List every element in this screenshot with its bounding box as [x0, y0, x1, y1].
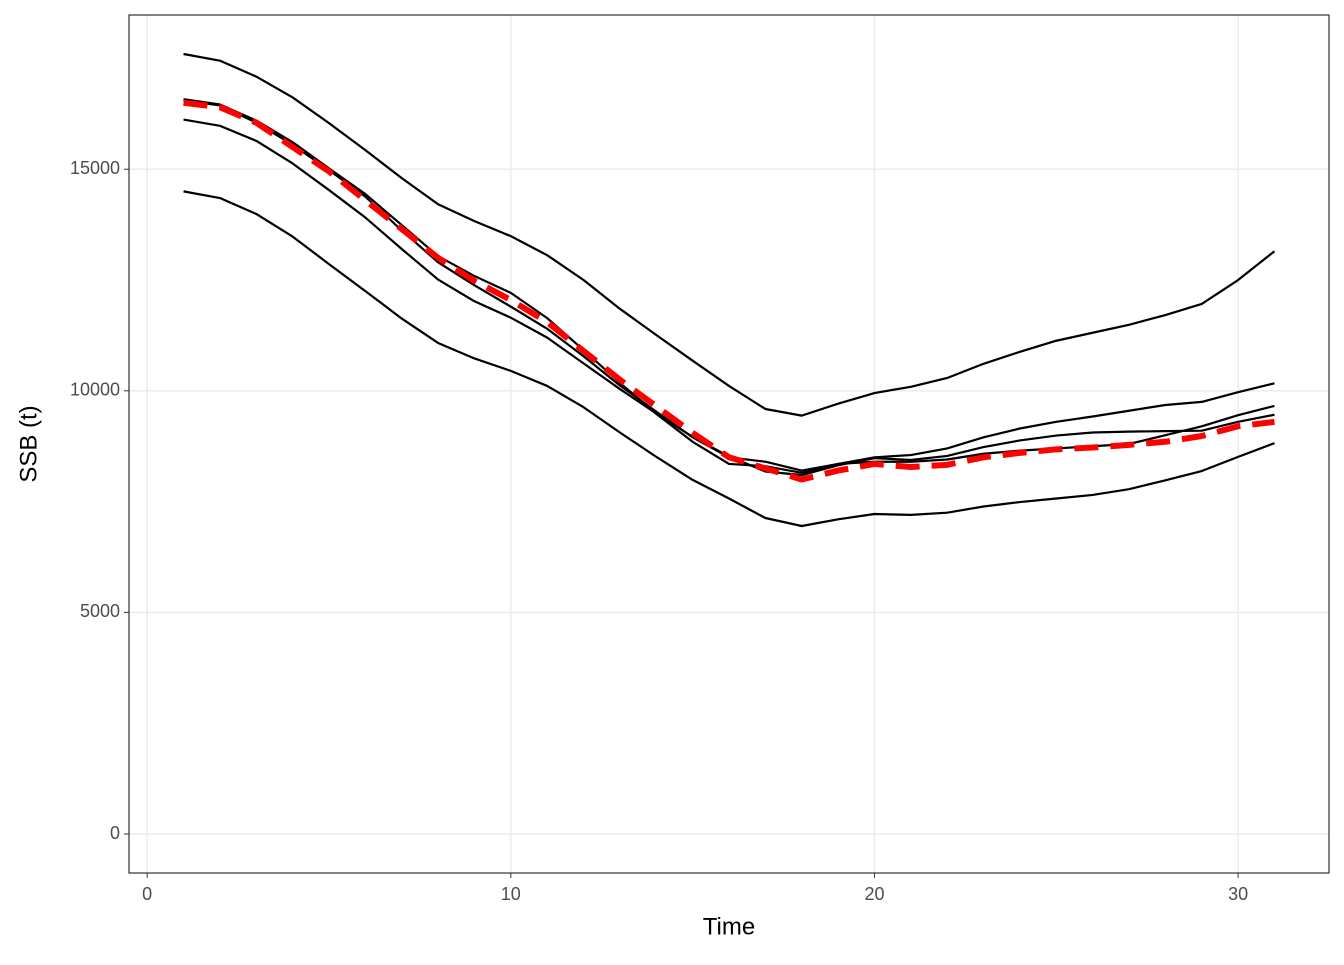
y-tick-label: 10000 [70, 380, 120, 400]
y-tick-label: 5000 [80, 601, 120, 621]
panel-border [128, 14, 1330, 874]
series-line [183, 190, 1275, 528]
y-tick-label: 15000 [70, 158, 120, 178]
x-tick-label: 10 [501, 884, 521, 904]
series-line [183, 52, 1276, 417]
y-axis-title: SSB (t) [15, 405, 42, 482]
x-tick-label: 0 [142, 884, 152, 904]
series-line [183, 118, 1275, 477]
y-tick-label: 0 [110, 823, 120, 843]
series-line [183, 98, 1275, 474]
series-line [183, 99, 1275, 483]
x-tick-label: 20 [864, 884, 884, 904]
series-line [183, 99, 1275, 472]
x-tick-label: 30 [1228, 884, 1248, 904]
x-axis-title: Time [703, 913, 755, 940]
